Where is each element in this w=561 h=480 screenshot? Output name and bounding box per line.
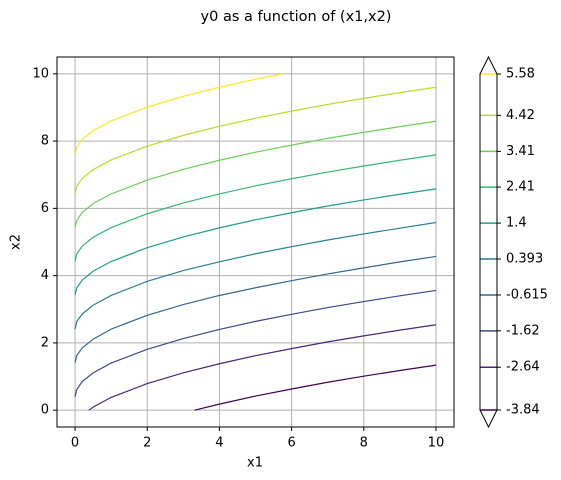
colorbar-tick-label: 3.41: [506, 144, 535, 159]
colorbar-tick-label: 2.41: [506, 180, 535, 195]
contour-line: [74, 86, 437, 194]
contour-line: [74, 188, 437, 296]
contour-line: [74, 73, 284, 155]
y-tick-label: 4: [41, 268, 49, 283]
y-tick-label: 10: [32, 66, 49, 81]
colorbar-frame: [479, 55, 498, 429]
y-axis-label: x2: [9, 234, 24, 250]
contour-line: [74, 120, 437, 228]
y-tick-label: 8: [41, 134, 49, 149]
contour-line: [74, 221, 437, 330]
plot-frame: [56, 56, 455, 428]
contour-line: [88, 324, 437, 411]
x-axis-label: x1: [247, 456, 263, 471]
colorbar-tick-label: 4.42: [506, 108, 535, 123]
contour-line: [74, 255, 437, 363]
y-tick-label: 2: [41, 335, 49, 350]
contour-line: [194, 364, 437, 411]
colorbar-tick-label: 5.58: [506, 67, 535, 82]
x-tick-label: 4: [215, 436, 223, 451]
colorbar-tick-label: 0.393: [506, 252, 543, 267]
y-tick-label: 6: [41, 201, 49, 216]
x-tick-label: 8: [360, 436, 368, 451]
chart-title: y0 as a function of (x1,x2): [201, 9, 392, 25]
colorbar-tick-label: -2.64: [506, 360, 540, 375]
x-tick-label: 10: [428, 436, 445, 451]
colorbar-tick-label: -1.62: [506, 323, 540, 338]
x-tick-label: 2: [143, 436, 151, 451]
colorbar-tick-label: -0.615: [506, 287, 548, 302]
contour-line: [74, 289, 437, 397]
y-tick-label: 0: [41, 403, 49, 418]
colorbar-tick-label: -3.84: [506, 403, 540, 418]
contour-line: [74, 154, 437, 262]
x-tick-label: 0: [71, 436, 79, 451]
x-tick-label: 6: [287, 436, 295, 451]
colorbar-tick-label: 1.4: [506, 216, 527, 231]
